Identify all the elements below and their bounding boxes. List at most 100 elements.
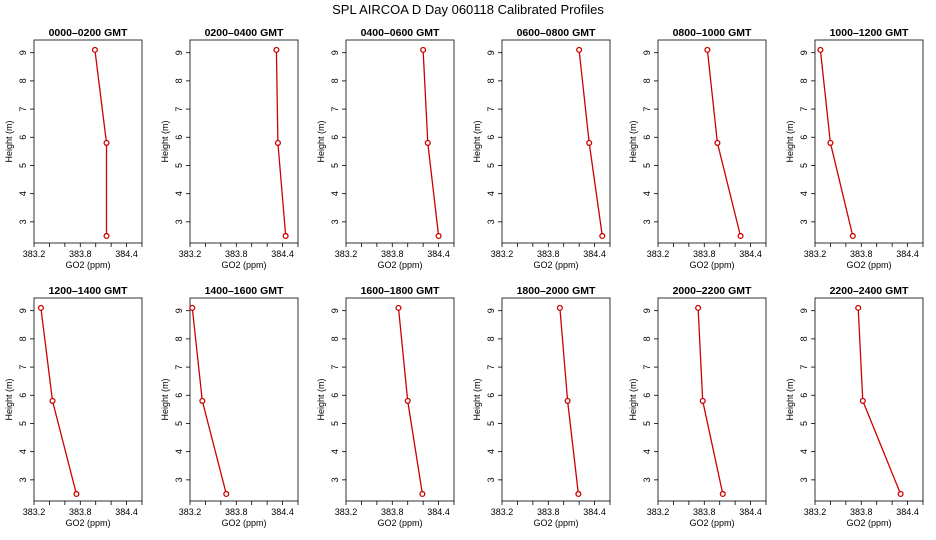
x-tick-label: 384.4 [271,507,294,517]
x-tick-label: 383.8 [381,507,404,517]
x-axis-label: GO2 (ppm) [846,518,891,528]
profile-point [855,304,862,311]
x-tick-label: 383.2 [23,507,46,517]
x-axis-label: GO2 (ppm) [377,518,422,528]
y-tick-label: 6 [642,393,652,398]
x-tick-label: 383.2 [179,249,202,259]
y-axis-label: Height (m) [4,120,14,162]
panel-1: 0000–0200 GMT 383.2 383.8 384.4 GO2 (ppm) 3 4 5… [4,27,143,270]
profile-point [103,139,110,146]
y-tick-label: 3 [330,219,340,224]
profile-point [586,139,593,146]
profile-point [404,397,411,404]
profile-point [827,139,834,146]
x-tick-label: 384.4 [115,507,138,517]
profile-point [575,490,582,498]
y-tick-label: 4 [174,191,184,196]
profile-point [103,232,110,240]
y-axis-label: Height (m) [160,120,170,162]
x-tick-label: 383.2 [491,507,514,517]
panel-9: 1600–1800 GMT 383.2 383.8 384.4 GO2 (ppm) 3 4 5… [316,285,455,528]
y-tick-label: 5 [330,163,340,168]
profile-point [849,232,856,240]
profile-point [714,139,721,146]
profile-point [91,46,98,53]
y-tick-label: 3 [642,219,652,224]
x-tick-label: 383.2 [491,249,514,259]
x-tick-label: 383.8 [693,507,716,517]
profile-point [564,397,571,404]
y-tick-label: 9 [174,50,184,55]
y-axis-label: Height (m) [472,378,482,420]
y-tick-label: 4 [799,449,809,454]
y-tick-label: 9 [799,50,809,55]
x-tick-label: 383.8 [537,249,560,259]
y-tick-label: 3 [799,219,809,224]
y-tick-label: 7 [330,365,340,370]
x-axis-label: GO2 (ppm) [689,518,734,528]
panel-6: 1000–1200 GMT 383.2 383.8 384.4 GO2 (ppm) 3 4 5… [785,27,924,270]
panel-title: 0000–0200 GMT [49,27,128,39]
plot-frame [33,297,143,502]
panel-10: 1800–2000 GMT 383.2 383.8 384.4 GO2 (ppm) 3 4 5… [472,285,611,528]
panel-title: 1000–1200 GMT [830,27,909,39]
panel-8: 1400–1600 GMT 383.2 383.8 384.4 GO2 (ppm) 3 4 5… [160,285,299,528]
x-tick-label: 384.4 [427,249,450,259]
profile-point [49,397,56,404]
y-axis-label: Height (m) [4,378,14,420]
chart-title: SPL AIRCOA D Day 060118 Calibrated Profi… [332,2,604,17]
x-axis-label: GO2 (ppm) [221,518,266,528]
profile-point [189,304,196,311]
y-tick-label: 8 [18,78,28,83]
y-tick-label: 6 [330,393,340,398]
x-tick-label: 383.8 [850,249,873,259]
profile-point [737,232,744,240]
y-tick-label: 9 [642,308,652,313]
x-tick-label: 383.8 [69,507,92,517]
plot-frame [189,39,299,244]
y-tick-label: 5 [799,163,809,168]
y-tick-label: 9 [174,308,184,313]
panel-7: 1200–1400 GMT 383.2 383.8 384.4 GO2 (ppm) 3 4 5… [4,285,143,528]
panel-12: 2200–2400 GMT 383.2 383.8 384.4 GO2 (ppm) 3 4 5… [785,285,924,528]
y-tick-label: 7 [18,107,28,112]
x-tick-label: 383.2 [23,249,46,259]
profile-point [435,232,442,240]
y-tick-label: 4 [642,449,652,454]
y-tick-label: 4 [330,191,340,196]
y-axis-label: Height (m) [472,120,482,162]
plot-frame [33,39,143,244]
profile-point [73,490,80,498]
y-tick-label: 5 [486,163,496,168]
y-tick-label: 3 [18,219,28,224]
plot-frame [345,297,455,502]
y-tick-label: 5 [174,421,184,426]
panel-title: 1600–1800 GMT [361,285,440,297]
y-tick-label: 6 [486,135,496,140]
panel-5: 0800–1000 GMT 383.2 383.8 384.4 GO2 (ppm) 3 4 5… [628,27,767,270]
y-tick-label: 5 [174,163,184,168]
y-tick-label: 9 [642,50,652,55]
profile-point [37,304,44,311]
profile-point [695,304,702,311]
x-axis-label: GO2 (ppm) [221,260,266,270]
y-tick-label: 8 [174,336,184,341]
profile-point [859,397,866,404]
profile-point [556,304,563,311]
y-tick-label: 8 [174,78,184,83]
panel-title: 0400–0600 GMT [361,27,440,39]
y-tick-label: 8 [486,336,496,341]
panel-title: 0200–0400 GMT [205,27,284,39]
x-axis-label: GO2 (ppm) [846,260,891,270]
y-tick-label: 8 [799,78,809,83]
y-tick-label: 3 [799,477,809,482]
y-tick-label: 4 [486,449,496,454]
x-axis-label: GO2 (ppm) [65,260,110,270]
plot-frame [657,39,767,244]
x-tick-label: 383.2 [647,507,670,517]
y-tick-label: 5 [486,421,496,426]
y-tick-label: 9 [18,308,28,313]
y-tick-label: 7 [174,107,184,112]
y-tick-label: 8 [642,336,652,341]
